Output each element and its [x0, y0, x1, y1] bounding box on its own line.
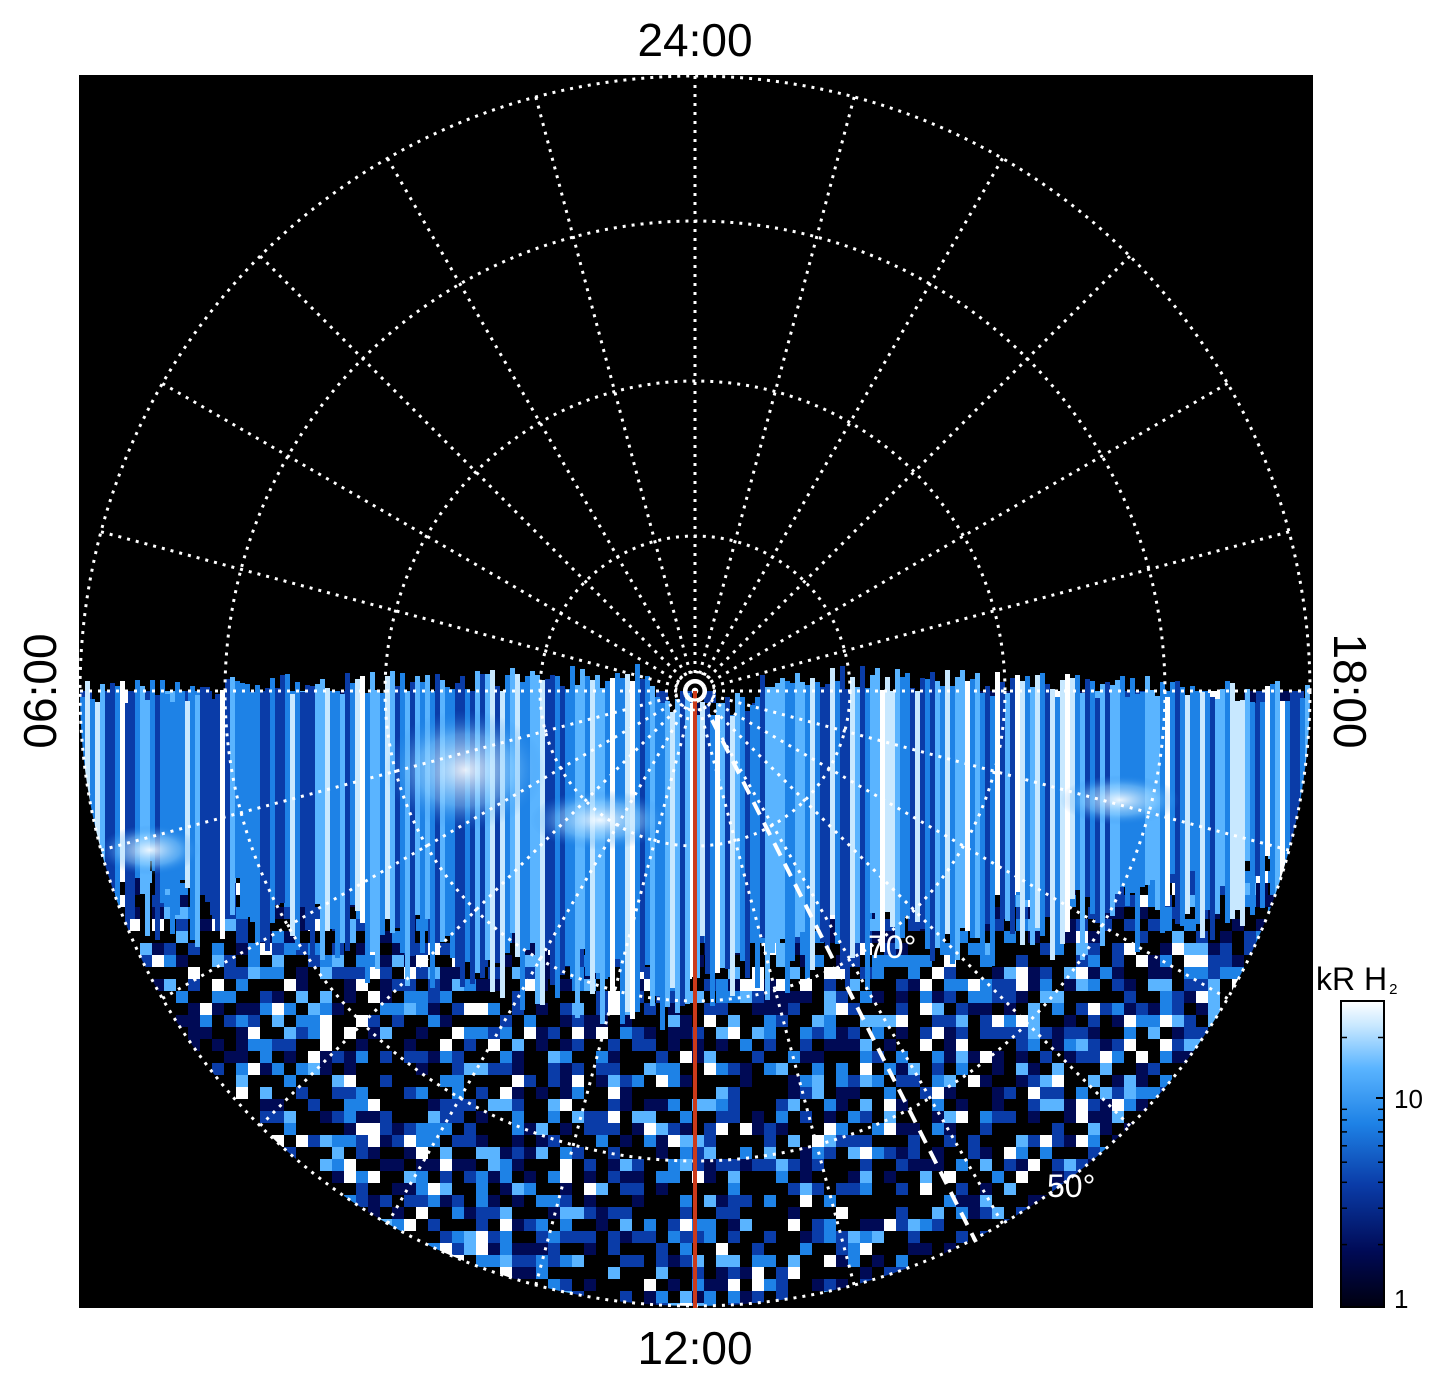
local-time-meridian [386, 157, 697, 692]
local-time-meridian [534, 96, 697, 692]
local-time-meridian [694, 382, 1229, 693]
local-time-meridian [100, 689, 696, 852]
lt-label-left: 06:00 [14, 633, 66, 748]
local-time-meridian [694, 689, 1229, 1000]
colorbar-gradient [1340, 1000, 1385, 1308]
lt-label-bottom: 12:00 [637, 1322, 752, 1374]
local-time-meridian [161, 689, 696, 1000]
local-time-meridian [694, 530, 1290, 693]
local-time-meridian [259, 255, 697, 693]
local-time-meridian [694, 689, 1290, 852]
dashed-trajectory-line [710, 719, 978, 1243]
aurora-bright-spot [100, 825, 200, 875]
pole-marker-outer [674, 670, 716, 712]
local-time-meridian [693, 689, 1131, 1127]
aurora-emission-layer [80, 664, 1310, 1306]
lat-label-50: 50° [1047, 1168, 1095, 1204]
aurora-bright-spot [530, 790, 670, 850]
colorbar-tick-10: 10 [1394, 1084, 1423, 1114]
local-time-meridian [259, 689, 697, 1127]
colorbar-title-sub: 2 [1389, 981, 1397, 998]
colorbar-minor-ticks [1341, 1000, 1384, 1246]
local-time-meridian [693, 255, 1131, 693]
local-time-meridian [100, 530, 696, 693]
local-time-meridian [693, 96, 856, 692]
local-time-meridian [534, 690, 697, 1286]
colorbar-tick-1: 1 [1394, 1284, 1408, 1314]
lt-label-right: 18:00 [1324, 633, 1376, 748]
aurora-bright-spot [1060, 775, 1180, 825]
local-time-meridian [693, 690, 1004, 1225]
local-time-meridian [693, 157, 1004, 692]
aurora-bright-spot [385, 710, 545, 830]
auroral-oval-layer [80, 664, 1310, 1030]
lat-label-70: 70° [868, 929, 916, 965]
lt-label-top: 24:00 [637, 14, 752, 66]
local-time-meridian [161, 382, 696, 693]
pole-marker-inner [684, 680, 706, 702]
local-time-meridian [693, 690, 856, 1286]
colorbar-title-main: kR H [1316, 961, 1387, 997]
local-time-meridian [386, 690, 697, 1225]
